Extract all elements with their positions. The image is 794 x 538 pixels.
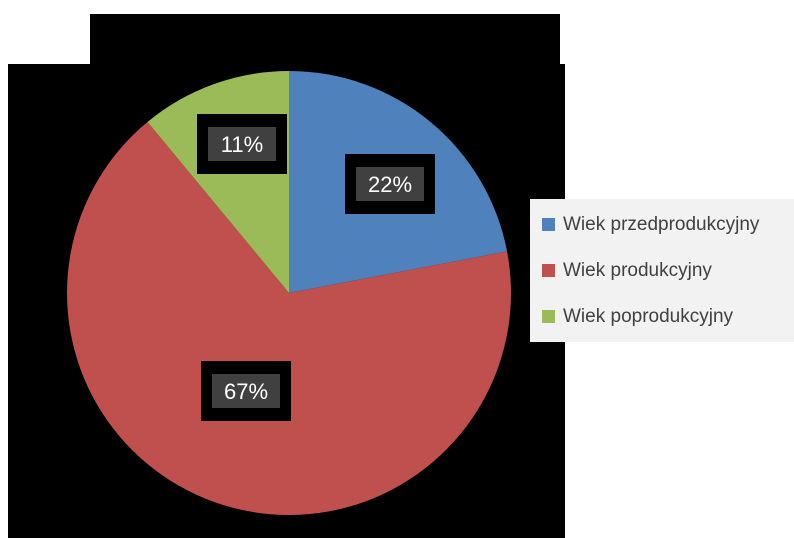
legend: Wiek przedprodukcyjny Wiek produkcyjny W…	[530, 199, 794, 342]
legend-item-wiek-przedprodukcyjny: Wiek przedprodukcyjny	[542, 211, 794, 238]
data-label-background	[356, 167, 424, 201]
legend-swatch-wiek-poprodukcyjny	[542, 310, 555, 323]
data-label-text: 22%	[368, 172, 412, 197]
legend-label-wiek-przedprodukcyjny: Wiek przedprodukcyjny	[563, 214, 760, 235]
chart-background-top	[90, 14, 560, 66]
data-label-text: 67%	[224, 379, 268, 404]
legend-swatch-wiek-produkcyjny	[542, 264, 555, 277]
legend-label-wiek-produkcyjny: Wiek produkcyjny	[563, 260, 712, 281]
data-label-wiek-poprodukcyjny: 11%	[197, 114, 287, 174]
data-label-wiek-produkcyjny: 67%	[201, 361, 291, 421]
legend-item-wiek-produkcyjny: Wiek produkcyjny	[542, 257, 794, 284]
data-label-background	[208, 127, 276, 161]
legend-item-wiek-poprodukcyjny: Wiek poprodukcyjny	[542, 303, 794, 330]
pie-slice-wiek-produkcyjny	[67, 121, 512, 516]
data-label-wiek-przedprodukcyjny: 22%	[345, 154, 435, 214]
pie-data-labels: 22% 67% 11%	[197, 114, 435, 421]
legend-label-wiek-poprodukcyjny: Wiek poprodukcyjny	[563, 306, 734, 327]
legend-swatch-wiek-przedprodukcyjny	[542, 218, 555, 231]
data-label-text: 11%	[221, 132, 263, 157]
data-label-background	[212, 374, 280, 408]
pie-slices	[67, 71, 512, 516]
